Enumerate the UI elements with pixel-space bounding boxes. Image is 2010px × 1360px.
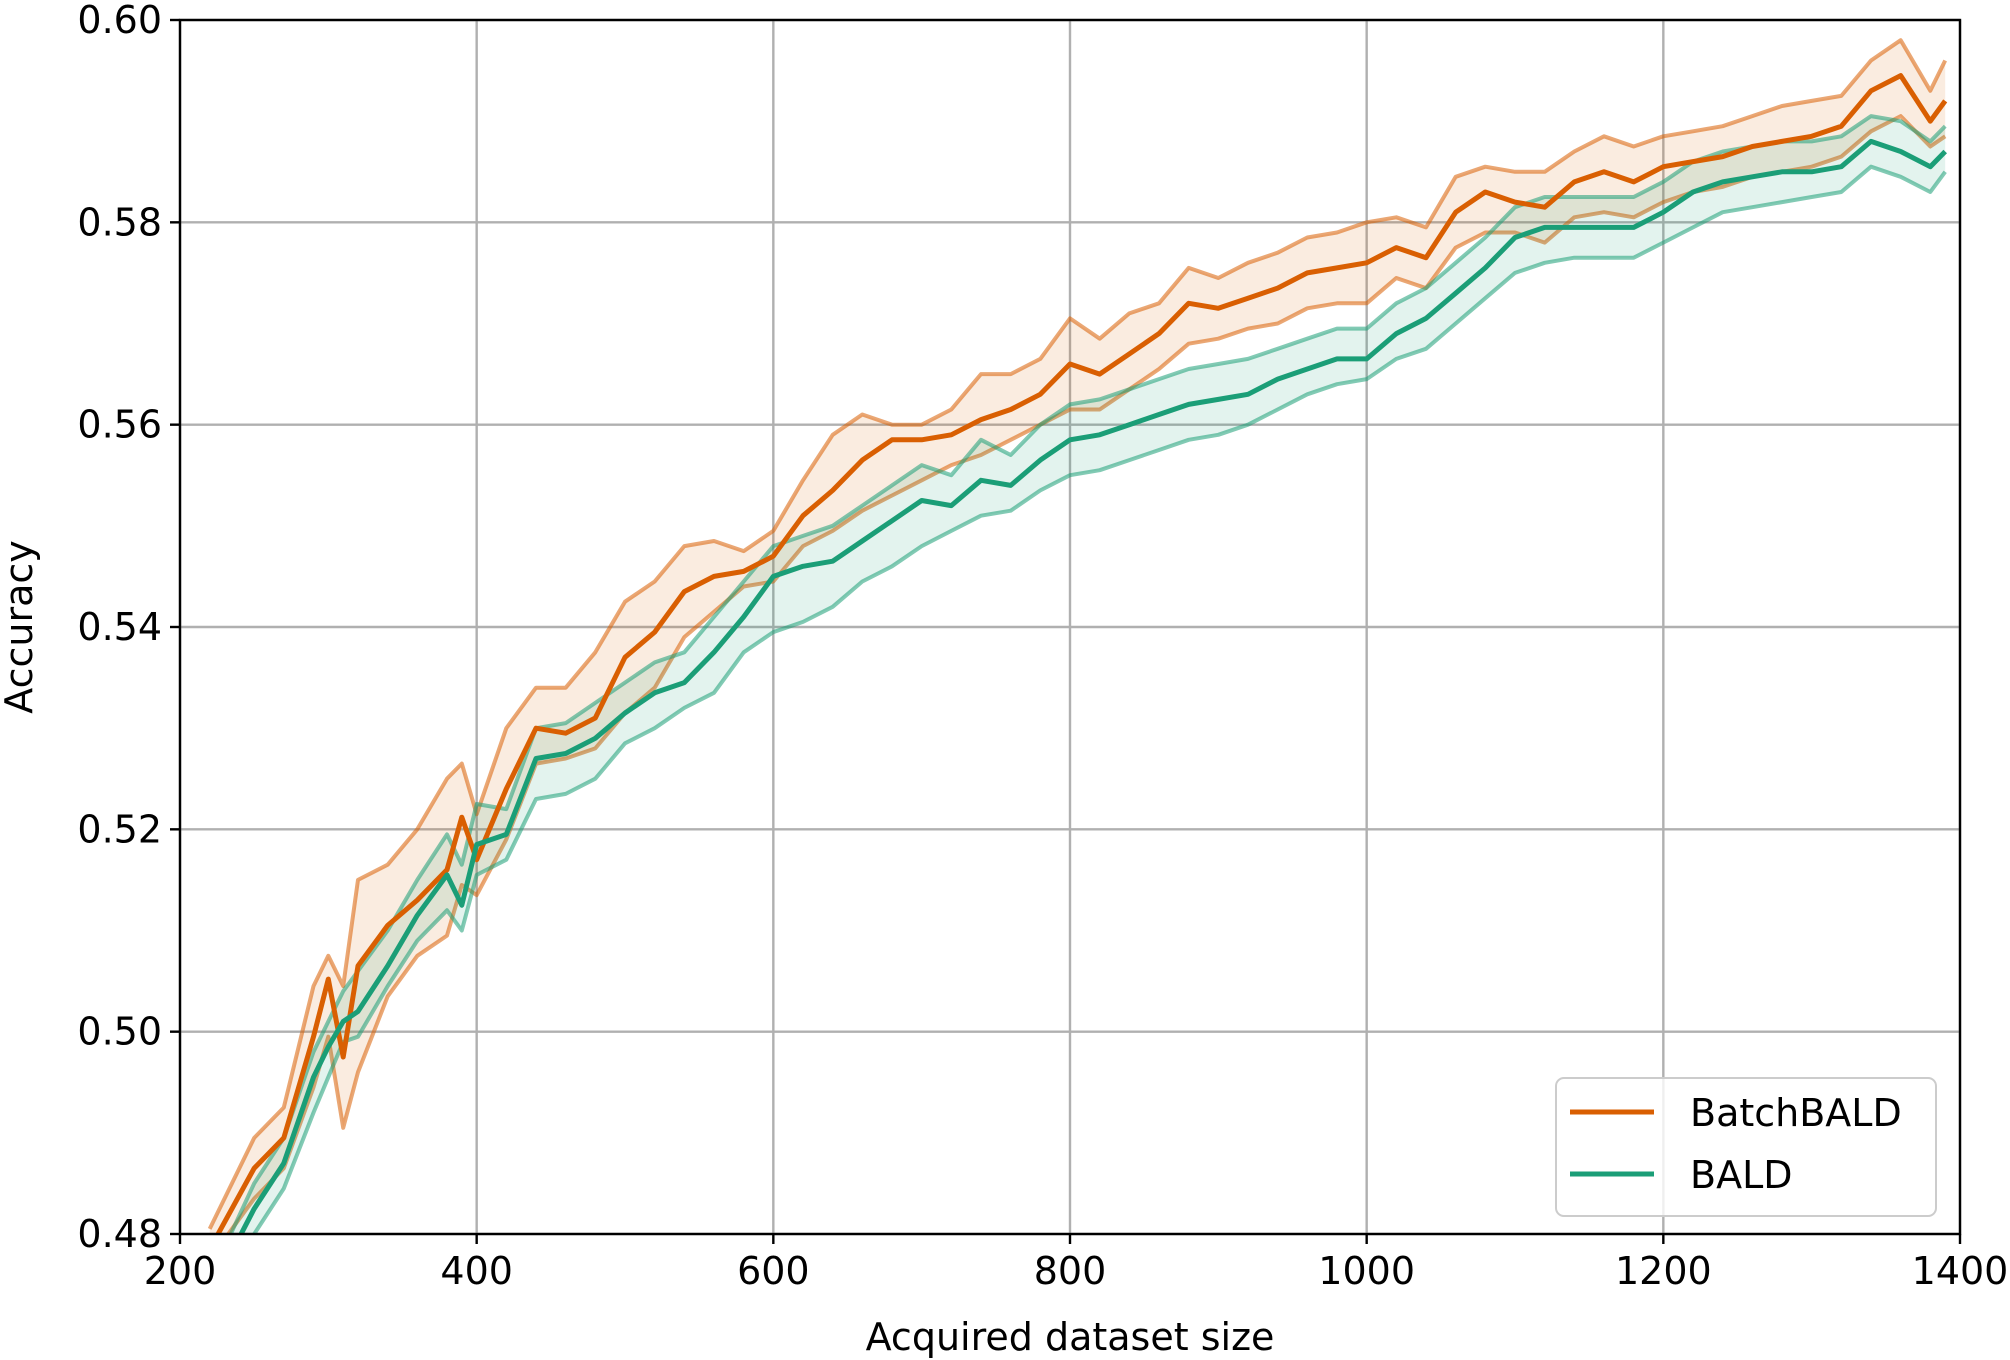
x-tick-label: 1000 <box>1318 1249 1415 1293</box>
legend-label-batchbald: BatchBALD <box>1690 1091 1902 1135</box>
batchbald-upper-line <box>207 38 1947 1230</box>
y-tick-label: 0.52 <box>77 807 162 851</box>
y-tick-label: 0.56 <box>77 403 162 447</box>
x-tick-label: 600 <box>737 1249 810 1293</box>
axis-ticks: 200 400 600 800 1000 1200 1400 0.48 0.50 0.52 0.54… <box>77 0 2008 1293</box>
y-axis-label: Accuracy <box>0 540 41 714</box>
bald-upper-line <box>228 114 1947 1234</box>
batchbald-line <box>215 73 1948 1234</box>
legend-label-bald: BALD <box>1690 1153 1793 1197</box>
x-tick-label: 200 <box>144 1249 217 1293</box>
x-tick-label: 1400 <box>1912 1249 2009 1293</box>
x-tick-label: 800 <box>1034 1249 1107 1293</box>
y-tick-label: 0.50 <box>77 1010 162 1054</box>
batchbald-band <box>209 40 1946 1234</box>
x-tick-label: 1200 <box>1615 1249 1712 1293</box>
bald-line <box>238 138 1947 1234</box>
bald-lower-line <box>251 164 1947 1234</box>
legend: BatchBALD BALD <box>1555 1077 1937 1217</box>
y-tick-label: 0.58 <box>77 200 162 244</box>
series-lines <box>215 73 1948 1234</box>
y-tick-label: 0.60 <box>77 0 162 42</box>
y-tick-label: 0.54 <box>77 605 162 649</box>
y-tick-label: 0.48 <box>77 1212 162 1256</box>
x-axis-label: Acquired dataset size <box>866 1315 1275 1359</box>
x-tick-label: 400 <box>440 1249 513 1293</box>
